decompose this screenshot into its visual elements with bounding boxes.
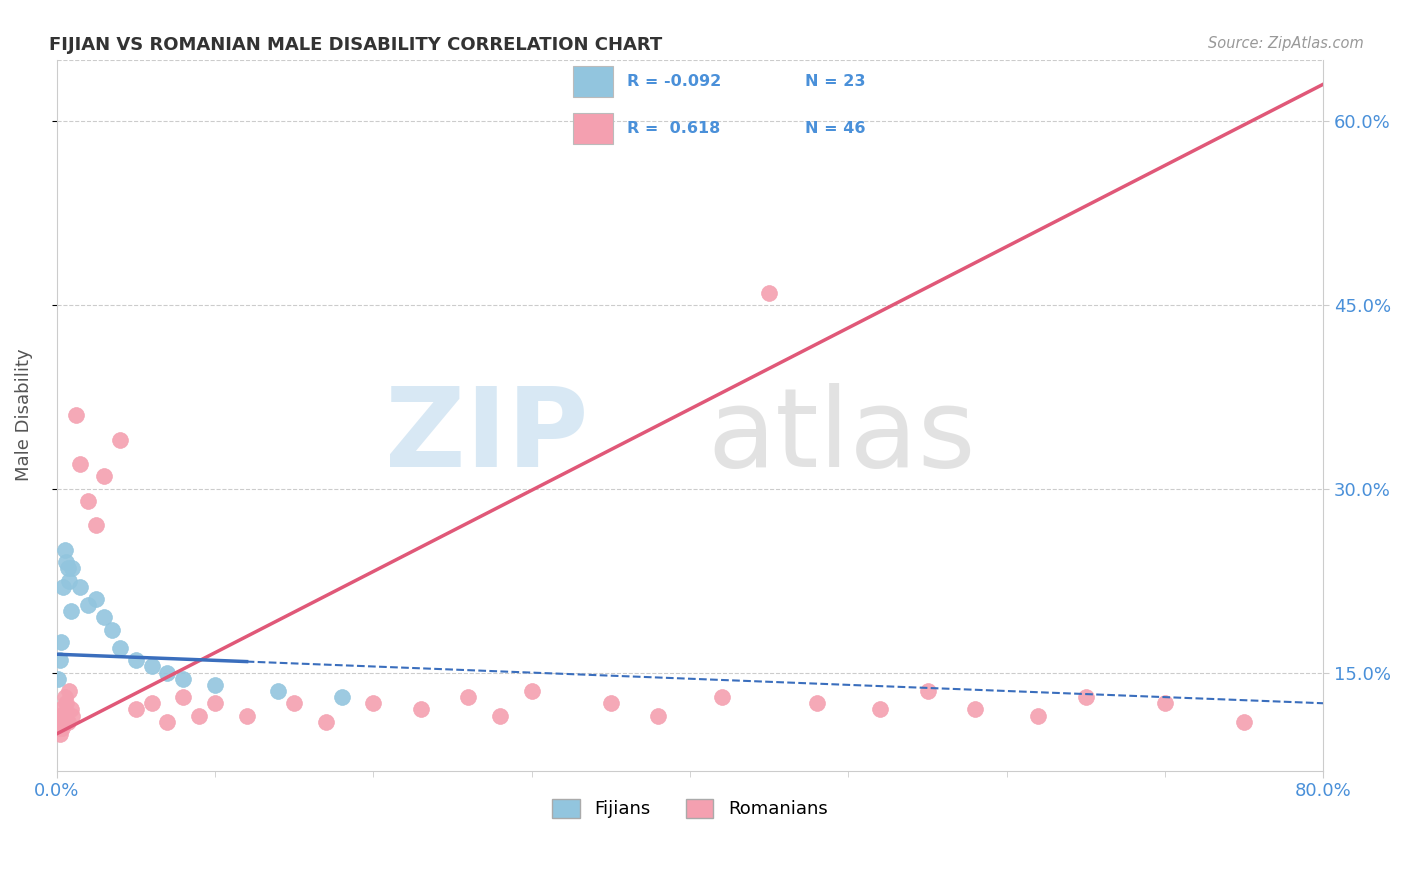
Point (204, 696, 226, 710)
Point (49, 653, 72, 667)
Point (758, 285, 780, 300)
Point (235, 708, 257, 723)
Text: FIJIAN VS ROMANIAN MALE DISABILITY CORRELATION CHART: FIJIAN VS ROMANIAN MALE DISABILITY CORRE… (49, 36, 662, 54)
Text: R =  0.618: R = 0.618 (627, 121, 720, 136)
Point (52, 714, 75, 729)
Point (363, 696, 385, 710)
Point (156, 714, 179, 729)
Point (101, 623, 124, 637)
Point (599, 696, 621, 710)
Point (51, 721, 73, 735)
Point (59, 702, 82, 716)
Point (65, 408, 87, 422)
Text: ZIP: ZIP (385, 383, 589, 490)
Point (917, 684, 939, 698)
Point (172, 672, 194, 686)
Point (62, 708, 84, 723)
Point (869, 702, 891, 716)
Text: N = 46: N = 46 (806, 121, 866, 136)
Point (457, 690, 479, 705)
Point (1028, 708, 1050, 723)
Point (125, 653, 148, 667)
FancyBboxPatch shape (572, 113, 613, 144)
Point (69, 457, 91, 471)
Point (1074, 690, 1097, 705)
Point (52, 580, 75, 594)
Point (84, 592, 107, 607)
Point (53, 690, 76, 705)
Point (58, 684, 80, 698)
Point (806, 696, 828, 710)
Point (156, 665, 179, 680)
Point (283, 696, 305, 710)
Point (489, 708, 512, 723)
Point (69, 580, 91, 594)
Point (141, 696, 163, 710)
Point (330, 690, 353, 705)
Point (172, 690, 194, 705)
Point (710, 690, 733, 705)
Point (49, 702, 72, 716)
Text: Source: ZipAtlas.com: Source: ZipAtlas.com (1208, 36, 1364, 51)
Point (965, 702, 987, 716)
Point (84, 518, 107, 533)
Text: N = 23: N = 23 (806, 74, 866, 88)
Point (77, 494, 100, 508)
Text: R = -0.092: R = -0.092 (627, 74, 721, 88)
Point (58, 574, 80, 588)
FancyBboxPatch shape (572, 66, 613, 96)
Point (108, 641, 131, 656)
Point (315, 714, 337, 729)
Point (46, 714, 69, 729)
Text: atlas: atlas (707, 383, 976, 490)
Point (108, 433, 131, 447)
Point (267, 684, 290, 698)
Point (55, 555, 77, 569)
Point (62, 561, 84, 575)
Point (56, 714, 79, 729)
Point (77, 598, 100, 612)
Point (59, 604, 82, 618)
Point (49, 727, 72, 741)
Point (647, 708, 669, 723)
Point (125, 702, 148, 716)
Point (46, 721, 69, 735)
Point (188, 708, 211, 723)
Point (93, 610, 115, 624)
Point (520, 684, 543, 698)
Point (1233, 714, 1256, 729)
Point (93, 469, 115, 483)
Legend: Fijians, Romanians: Fijians, Romanians (546, 792, 835, 826)
Point (1154, 696, 1177, 710)
Point (48, 708, 70, 723)
Point (51, 708, 73, 723)
Point (46, 672, 69, 686)
Y-axis label: Male Disability: Male Disability (15, 349, 32, 482)
Point (409, 702, 432, 716)
Point (55, 696, 77, 710)
Point (51, 635, 73, 649)
Point (141, 659, 163, 673)
Point (56, 561, 79, 575)
Point (204, 678, 226, 692)
Point (53, 543, 76, 558)
